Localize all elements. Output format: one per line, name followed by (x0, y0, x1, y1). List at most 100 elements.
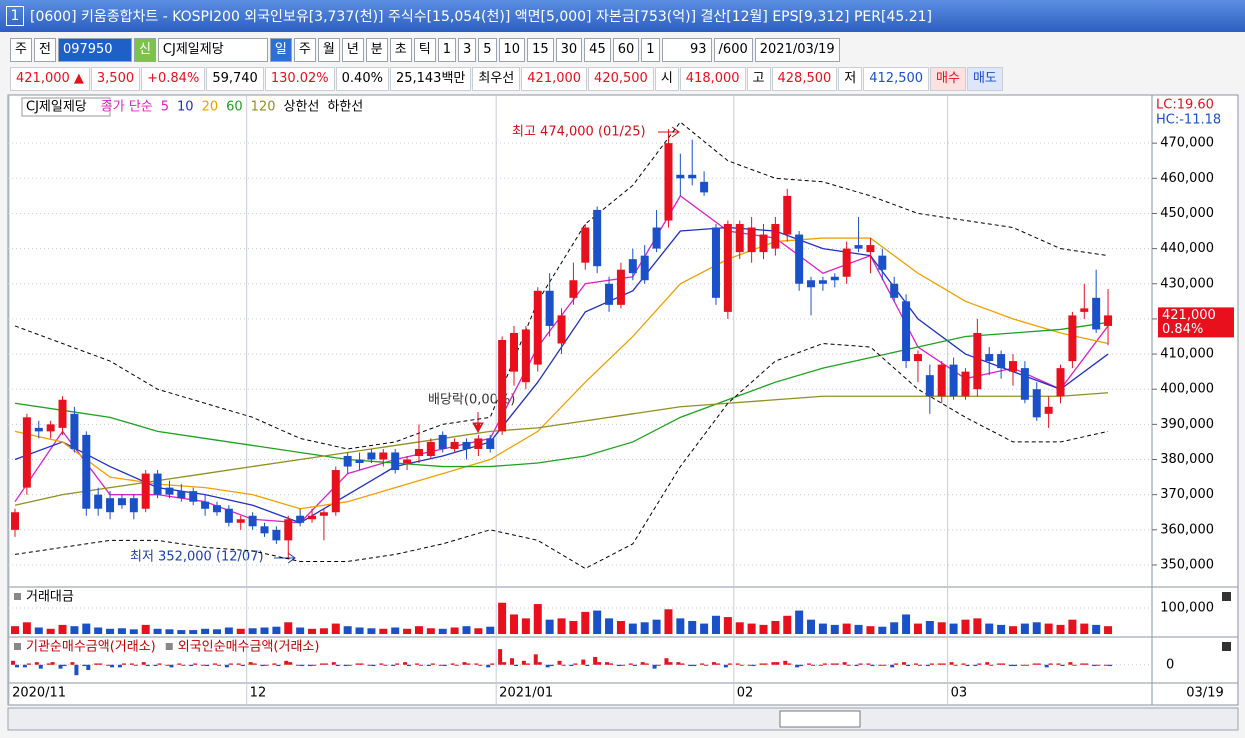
volume-bar (937, 622, 946, 634)
net-buy-bar (1024, 664, 1029, 666)
candle-body (759, 234, 768, 253)
net-buy-bar (783, 660, 788, 665)
net-buy-bar (347, 664, 352, 666)
toolbar-item[interactable]: 초 (389, 38, 412, 62)
toolbar-item[interactable]: 45 (584, 38, 611, 62)
candle-body (1020, 368, 1029, 400)
annotation: 배당락(0,00%) (428, 393, 515, 408)
toolbar-item[interactable]: 1 (437, 38, 456, 62)
quote-item[interactable]: 3,500 (90, 67, 141, 91)
volume-bar (854, 624, 863, 634)
close-icon[interactable] (1222, 642, 1231, 651)
toolbar-item[interactable]: 93 (661, 38, 712, 62)
toolbar-item[interactable]: 5 (478, 38, 497, 62)
toolbar-item[interactable]: 주 (293, 38, 316, 62)
volume-bar (545, 619, 554, 634)
net-buy-bar (1104, 664, 1109, 666)
net-buy-bar (106, 664, 111, 666)
scrollbar[interactable] (7, 707, 1239, 731)
toolbar: 주 전 097950 신 CJ제일제당 일 주 월 년 분 초 틱 1 3 5 10 15 30 45 60 1 93/6… (0, 36, 1245, 64)
net-buy-bar (82, 664, 87, 667)
volume-bar (70, 626, 79, 634)
quote-item[interactable]: 421,000 (521, 67, 588, 91)
toolbar-item[interactable]: 분 (365, 38, 388, 62)
quote-item[interactable]: 418,000 (679, 67, 746, 91)
net-buy-bar (117, 664, 122, 668)
net-buy-bar (490, 663, 495, 665)
net-buy-bar (331, 662, 336, 665)
toolbar-item[interactable]: 15 (527, 38, 554, 62)
quote-item[interactable]: 412,500 (863, 67, 930, 91)
scroll-buttons[interactable] (779, 710, 861, 728)
quote-item[interactable]: 시 (654, 67, 679, 91)
volume-bar (593, 610, 602, 634)
toolbar-item[interactable]: 3 (457, 38, 477, 62)
candle-body (343, 455, 352, 467)
net-buy-bar (711, 662, 716, 665)
net-buy-bar (620, 664, 625, 666)
quote-item[interactable]: 420,500 (588, 67, 654, 91)
quote-item[interactable]: 매수 (930, 67, 966, 91)
candle-body (462, 441, 471, 449)
net-buy-bar (34, 662, 39, 665)
candle-body (212, 505, 221, 513)
toolbar-item[interactable]: 일 (269, 38, 292, 62)
toolbar-item[interactable]: 60 (612, 38, 640, 62)
toolbar-item[interactable]: 2021/03/19 (754, 38, 840, 62)
quote-item[interactable]: 428,500 (771, 67, 838, 91)
net-buy-bar (763, 663, 768, 665)
toolbar-item[interactable]: 10 (498, 38, 526, 62)
net-buy-bar (906, 664, 911, 667)
y-tick-label: 390,000 (1160, 417, 1214, 432)
net-buy-bar (145, 664, 150, 667)
toolbar-item[interactable]: 신 (133, 38, 156, 62)
legend-label: 종가 단순 (101, 100, 153, 115)
quote-item[interactable]: 저 (838, 67, 863, 91)
close-icon[interactable] (1222, 592, 1231, 601)
quote-item[interactable]: 421,000 ▲ (10, 67, 90, 91)
net-buy-bar (834, 663, 839, 665)
toolbar-item[interactable]: 097950 (57, 38, 132, 62)
volume-bar (605, 618, 614, 634)
volume-bar (224, 627, 233, 634)
net-buy-bar (549, 664, 554, 667)
quote-item[interactable]: 0.40% (335, 67, 389, 91)
quote-item[interactable]: 매도 (966, 67, 1003, 91)
net-buy-bar (450, 663, 455, 665)
toolbar-item[interactable]: /600 (713, 38, 753, 62)
net-buy-bar (775, 662, 780, 665)
net-buy-bar (664, 658, 669, 665)
toolbar-item[interactable]: CJ제일제당 (157, 38, 268, 62)
volume-bar (616, 620, 625, 634)
candle-body (807, 280, 816, 288)
volume-bar (1032, 622, 1041, 634)
toolbar-item[interactable]: 30 (555, 38, 583, 62)
net-buy-bar (628, 663, 633, 665)
toolbar-item[interactable]: 전 (33, 38, 56, 62)
line-series (14, 321, 1109, 468)
quote-item[interactable]: 130.02% (264, 67, 335, 91)
last-change: 0.84% (1162, 322, 1203, 337)
toolbar-item[interactable]: 주 (10, 38, 32, 62)
net-buy-bar (700, 663, 705, 665)
toolbar-item[interactable]: 1 (641, 38, 660, 62)
net-buy-bar (854, 664, 859, 667)
quote-item[interactable]: 59,740 (206, 67, 264, 91)
net-buy-bar (747, 664, 752, 666)
volume-bar (236, 628, 245, 634)
quote-item[interactable]: +0.84% (141, 67, 206, 91)
quote-item[interactable]: 25,143백만 (389, 67, 472, 91)
toolbar-item[interactable]: 월 (317, 38, 340, 62)
candle-body (22, 417, 31, 488)
net-buy-bar (86, 664, 91, 670)
quote-item[interactable]: 최우선 (472, 67, 521, 91)
candle-body (94, 494, 103, 509)
volume-bar (1104, 626, 1113, 634)
quote-item[interactable]: 고 (746, 67, 771, 91)
toolbar-item[interactable]: 년 (341, 38, 364, 62)
candle-body (438, 434, 447, 449)
toolbar-item[interactable]: 틱 (413, 38, 436, 62)
candle-body (688, 174, 697, 179)
candle-body (937, 364, 946, 397)
